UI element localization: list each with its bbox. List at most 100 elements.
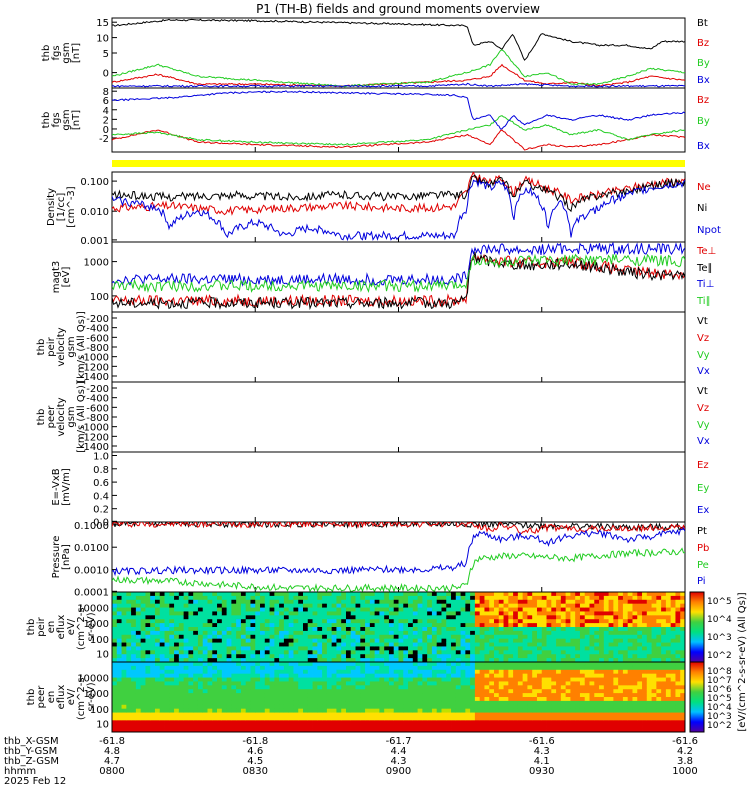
x-axis-tick-label: 0800 xyxy=(99,766,124,777)
spectrogram-cell xyxy=(513,728,519,733)
spectrogram-cell xyxy=(618,728,624,733)
spectrogram-cell xyxy=(541,662,547,667)
spectrogram-cell xyxy=(613,685,619,690)
colorbar-tick-label: 10^2 xyxy=(707,721,732,731)
spectrogram-cell xyxy=(599,712,605,717)
spectrogram-cell xyxy=(336,697,342,702)
spectrogram-cell xyxy=(326,685,333,690)
spectrogram-cell xyxy=(341,724,347,729)
spectrogram-cell xyxy=(484,712,490,717)
spectrogram-cell xyxy=(388,592,395,597)
spectrogram-cell xyxy=(384,724,390,729)
spectrogram-cell xyxy=(661,665,667,671)
y-tick-label: 1000 xyxy=(84,619,109,630)
spectrogram-cell xyxy=(431,630,438,636)
spectrogram-cell xyxy=(584,611,590,616)
spectrogram-cell xyxy=(336,607,342,612)
spectrogram-cell xyxy=(632,720,638,725)
spectrogram-cell xyxy=(355,697,361,702)
spectrogram-cell xyxy=(546,712,552,717)
spectrogram-cell xyxy=(245,623,251,628)
spectrogram-cell xyxy=(307,720,313,725)
y-axis-label-line: fgs xyxy=(51,112,62,127)
spectrogram-cell xyxy=(236,673,242,678)
spectrogram-cell xyxy=(465,708,471,713)
spectrogram-cell xyxy=(384,650,390,655)
spectrogram-cell xyxy=(193,724,199,729)
spectrogram-cell xyxy=(560,700,567,706)
spectrogram-cell xyxy=(560,603,567,608)
spectrogram-cell xyxy=(279,685,285,690)
spectrogram-cell xyxy=(551,658,557,663)
spectrogram-cell xyxy=(121,677,127,682)
spectrogram-cell xyxy=(307,665,313,671)
spectrogram-cell xyxy=(169,615,175,620)
spectrogram-cell xyxy=(517,704,524,710)
legend-entry-vy: Vy xyxy=(697,420,710,431)
spectrogram-cell xyxy=(661,658,667,663)
spectrogram-cell xyxy=(412,595,419,601)
spectrogram-cell xyxy=(441,615,447,620)
spectrogram-cell xyxy=(651,642,657,647)
spectrogram-cell xyxy=(408,716,414,721)
spectrogram-cell xyxy=(627,669,633,675)
spectrogram-cell xyxy=(541,607,547,612)
spectrogram-cell xyxy=(226,724,232,729)
spectrogram-cell xyxy=(446,646,452,651)
spectrogram-cell xyxy=(494,646,500,651)
spectrogram-cell xyxy=(465,642,471,647)
spectrogram-cell xyxy=(345,599,352,605)
spectrogram-cell xyxy=(579,728,586,733)
spectrogram-cell xyxy=(221,665,227,671)
spectrogram-cell xyxy=(622,716,629,721)
spectrogram-cell xyxy=(178,642,185,647)
spectrogram-cell xyxy=(202,619,208,624)
spectrogram-cell xyxy=(651,669,657,675)
spectrogram-cell xyxy=(441,599,447,605)
spectrogram-cell xyxy=(408,658,414,663)
spectrogram-cell xyxy=(589,693,595,698)
spectrogram-cell xyxy=(393,623,399,628)
spectrogram-cell xyxy=(283,728,290,733)
spectrogram-cell xyxy=(446,716,452,721)
spectrogram-cell xyxy=(403,619,409,624)
spectrogram-cell xyxy=(178,669,185,675)
spectrogram-cell xyxy=(322,611,328,616)
spectrogram-cell xyxy=(393,693,399,698)
spectrogram-cell xyxy=(255,592,261,597)
spectrogram-cell xyxy=(680,697,686,702)
spectrogram-cell xyxy=(622,595,629,601)
spectrogram-cell xyxy=(665,592,672,597)
spectrogram-cell xyxy=(570,607,576,612)
spectrogram-cell xyxy=(570,681,576,686)
spectrogram-cell xyxy=(637,685,643,690)
spectrogram-cell xyxy=(212,712,218,717)
spectrogram-cell xyxy=(613,662,619,667)
spectrogram-cell xyxy=(312,720,318,725)
spectrogram-cell xyxy=(245,685,251,690)
spectrogram-cell xyxy=(498,669,504,675)
x-axis-tick-label: -61.8 xyxy=(99,736,125,747)
spectrogram-cell xyxy=(680,658,686,663)
spectrogram-cell xyxy=(121,607,127,612)
spectrogram-cell xyxy=(661,728,667,733)
spectrogram-cell xyxy=(307,603,313,608)
spectrogram-cell xyxy=(603,650,610,655)
spectrogram-cell xyxy=(570,638,576,643)
spectrogram-cell xyxy=(236,592,242,597)
spectrogram-cell xyxy=(336,599,342,605)
spectrogram-cell xyxy=(331,697,337,702)
spectrogram-cell xyxy=(307,712,313,717)
spectrogram-cell xyxy=(355,693,361,698)
spectrogram-cell xyxy=(570,697,576,702)
spectrogram-cell xyxy=(446,689,452,694)
spectrogram-cell xyxy=(274,700,280,706)
spectrogram-cell xyxy=(632,665,638,671)
spectrogram-cell xyxy=(174,665,180,671)
y-axis-label-line: peer xyxy=(46,405,57,429)
spectrogram-cell xyxy=(599,595,605,601)
spectrogram-cell xyxy=(412,704,419,710)
spectrogram-cell xyxy=(665,712,672,717)
spectrogram-cell xyxy=(627,599,633,605)
spectrogram-cell xyxy=(154,619,161,624)
